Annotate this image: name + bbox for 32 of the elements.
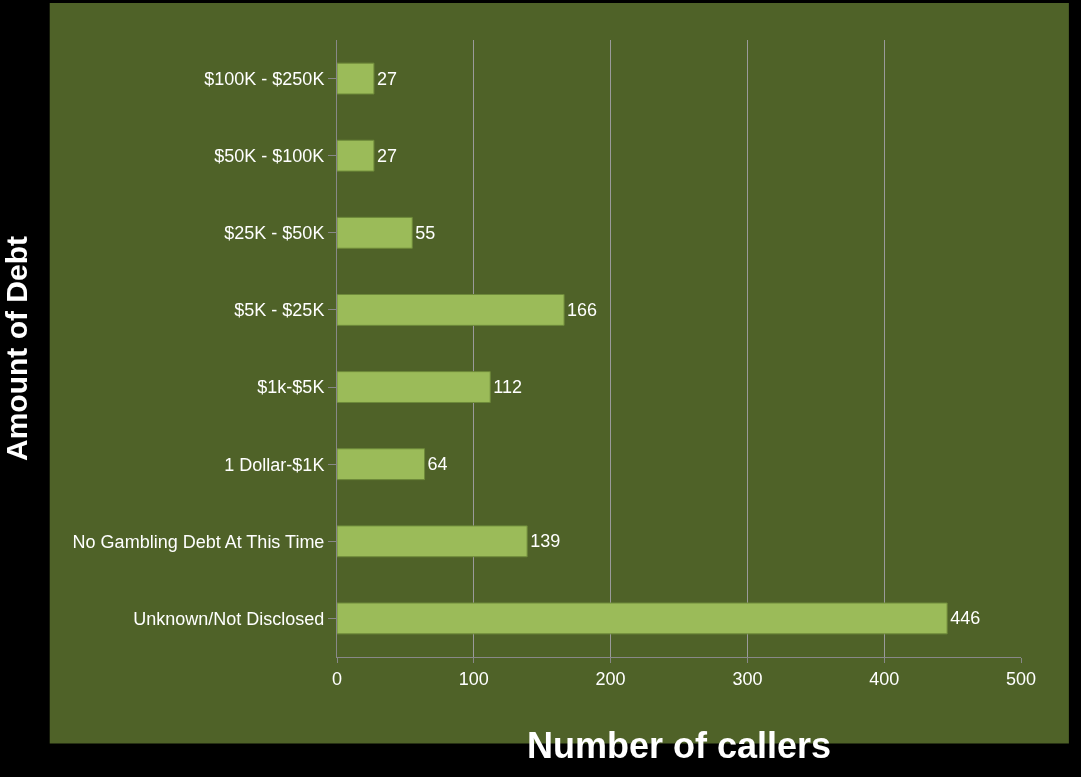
x-axis-title: Number of callers xyxy=(526,725,832,767)
x-tick-label: 0 xyxy=(331,668,343,689)
bar xyxy=(337,525,528,558)
y-tick-label: $1k-$5K xyxy=(257,377,325,398)
x-tick-label: 500 xyxy=(1005,668,1037,689)
bar xyxy=(337,371,491,403)
bar xyxy=(337,139,375,172)
data-label: 166 xyxy=(567,299,598,320)
data-label: 27 xyxy=(376,145,397,166)
data-label: 139 xyxy=(530,531,561,552)
x-tick-label: 300 xyxy=(732,668,763,689)
y-axis-title: Amount of Debt xyxy=(0,236,33,461)
bar xyxy=(337,216,413,249)
data-label: 446 xyxy=(950,608,981,629)
y-tick-label: 1 Dollar-$1K xyxy=(224,454,325,475)
data-label: 55 xyxy=(415,222,436,243)
bar xyxy=(337,294,565,326)
bar xyxy=(337,602,948,635)
y-tick-label: No Gambling Debt At This Time xyxy=(72,531,325,552)
x-tick-label: 100 xyxy=(458,668,489,689)
y-tick-label: $25K - $50K xyxy=(224,223,325,244)
bar xyxy=(337,448,426,481)
data-label: 64 xyxy=(427,454,448,475)
y-tick-label: Unknown/Not Disclosed xyxy=(133,608,325,629)
y-tick-label: $5K - $25K xyxy=(234,300,325,321)
data-label: 112 xyxy=(493,377,522,398)
bar xyxy=(337,62,375,95)
y-tick-label: $100K - $250K xyxy=(204,68,325,89)
x-tick-label: 400 xyxy=(869,668,900,689)
y-tick-label: $50K - $100K xyxy=(214,145,325,166)
x-tick-label: 200 xyxy=(595,668,626,689)
data-label: 27 xyxy=(376,68,397,89)
